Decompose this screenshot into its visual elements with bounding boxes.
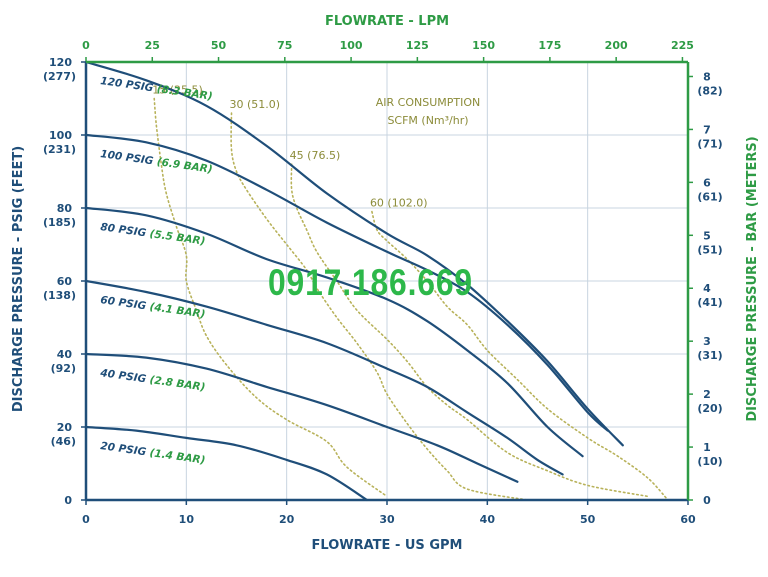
labels: FLOWRATE - US GPM FLOWRATE - LPM DISCHAR… — [11, 14, 760, 553]
air-consumption-label: 60 (102.0) — [370, 197, 428, 210]
axes: 0 10 20 30 40 50 600 25 50 75 100 125 150 175 200 22502… — [43, 39, 723, 526]
x2-tick-label: 100 — [340, 39, 363, 52]
series-label: 60 PSIG (4.1 BAR) — [100, 294, 206, 321]
air-consumption-label: 45 (76.5) — [290, 149, 341, 162]
y-tick-sublabel: (46) — [51, 435, 76, 448]
x-tick-label: 10 — [179, 513, 195, 526]
x-axis-title: FLOWRATE - US GPM — [312, 538, 463, 553]
y-tick-label: 80 — [57, 202, 73, 215]
air-consumption-units: SCFM (Nm³/hr) — [387, 114, 468, 127]
y2-tick-sublabel: (51) — [697, 243, 722, 256]
series-label: 40 PSIG (2.8 BAR) — [99, 367, 206, 394]
y2-tick-sublabel: (41) — [697, 296, 722, 309]
x2-axis-title: FLOWRATE - LPM — [325, 14, 449, 29]
y2-tick-label: 8 — [703, 70, 711, 83]
series-line — [84, 425, 368, 502]
x-tick-label: 0 — [82, 513, 90, 526]
y-tick-label: 100 — [49, 129, 72, 142]
x2-tick-label: 225 — [671, 39, 694, 52]
y-axis-title: DISCHARGE PRESSURE - PSIG (FEET) — [11, 146, 26, 412]
y-tick-label: 60 — [57, 275, 73, 288]
x-tick-label: 30 — [379, 513, 395, 526]
series-line — [84, 60, 624, 447]
series-label: 120 PSIG (8.3 BAR) — [100, 75, 214, 103]
y-tick-label: 20 — [57, 421, 73, 434]
series-line — [84, 206, 584, 458]
x2-tick-label: 150 — [472, 39, 495, 52]
y-tick-sublabel: (138) — [43, 289, 76, 302]
series-line — [84, 279, 564, 476]
air-consumption-line — [230, 112, 529, 501]
y2-tick-sublabel: (31) — [697, 349, 722, 362]
y-tick-sublabel: (185) — [43, 216, 76, 229]
x2-tick-label: 50 — [211, 39, 227, 52]
y-tick-sublabel: (231) — [43, 143, 76, 156]
air-consumption-title: AIR CONSUMPTION — [376, 96, 480, 109]
y2-tick-label: 3 — [703, 335, 711, 348]
y2-tick-label: 0 — [703, 494, 711, 507]
y2-tick-sublabel: (61) — [697, 190, 722, 203]
series-label: 20 PSIG (1.4 BAR) — [100, 440, 206, 467]
air-consumption-label: 30 (51.0) — [229, 98, 280, 111]
x2-tick-label: 200 — [605, 39, 628, 52]
y-tick-sublabel: (277) — [43, 70, 76, 83]
x2-tick-label: 75 — [277, 39, 292, 52]
y2-tick-sublabel: (20) — [697, 402, 722, 415]
x-tick-label: 60 — [680, 513, 696, 526]
air-consumption-line — [371, 210, 669, 501]
y2-tick-label: 5 — [703, 229, 711, 242]
y2-tick-label: 1 — [703, 441, 711, 454]
y-tick-label: 120 — [49, 56, 72, 69]
x2-tick-label: 0 — [82, 39, 90, 52]
x-tick-label: 20 — [279, 513, 295, 526]
series-line — [84, 133, 609, 432]
x2-tick-label: 125 — [406, 39, 429, 52]
y2-tick-label: 4 — [703, 282, 711, 295]
y-tick-label: 0 — [64, 494, 72, 507]
y2-tick-sublabel: (10) — [697, 455, 722, 468]
x2-tick-label: 175 — [538, 39, 561, 52]
y2-tick-label: 2 — [703, 388, 711, 401]
y-tick-label: 40 — [57, 348, 73, 361]
x-tick-label: 40 — [480, 513, 496, 526]
series-label: 80 PSIG (5.5 BAR) — [100, 221, 206, 248]
y2-tick-sublabel: (82) — [697, 84, 722, 97]
y2-tick-label: 6 — [703, 176, 711, 189]
air-consumption-line — [290, 163, 649, 498]
series-label: 100 PSIG (6.9 BAR) — [100, 148, 214, 176]
air-consumption-line — [153, 97, 388, 498]
y2-axis-title: DISCHARGE PRESSURE - BAR (METERS) — [745, 136, 760, 421]
series-line — [84, 352, 519, 483]
y-tick-sublabel: (92) — [51, 362, 76, 375]
y2-tick-label: 7 — [703, 123, 711, 136]
x-tick-label: 50 — [580, 513, 596, 526]
x2-tick-label: 25 — [145, 39, 160, 52]
phone-watermark: 0917.186.669 — [268, 262, 473, 303]
y2-tick-sublabel: (71) — [697, 137, 722, 150]
